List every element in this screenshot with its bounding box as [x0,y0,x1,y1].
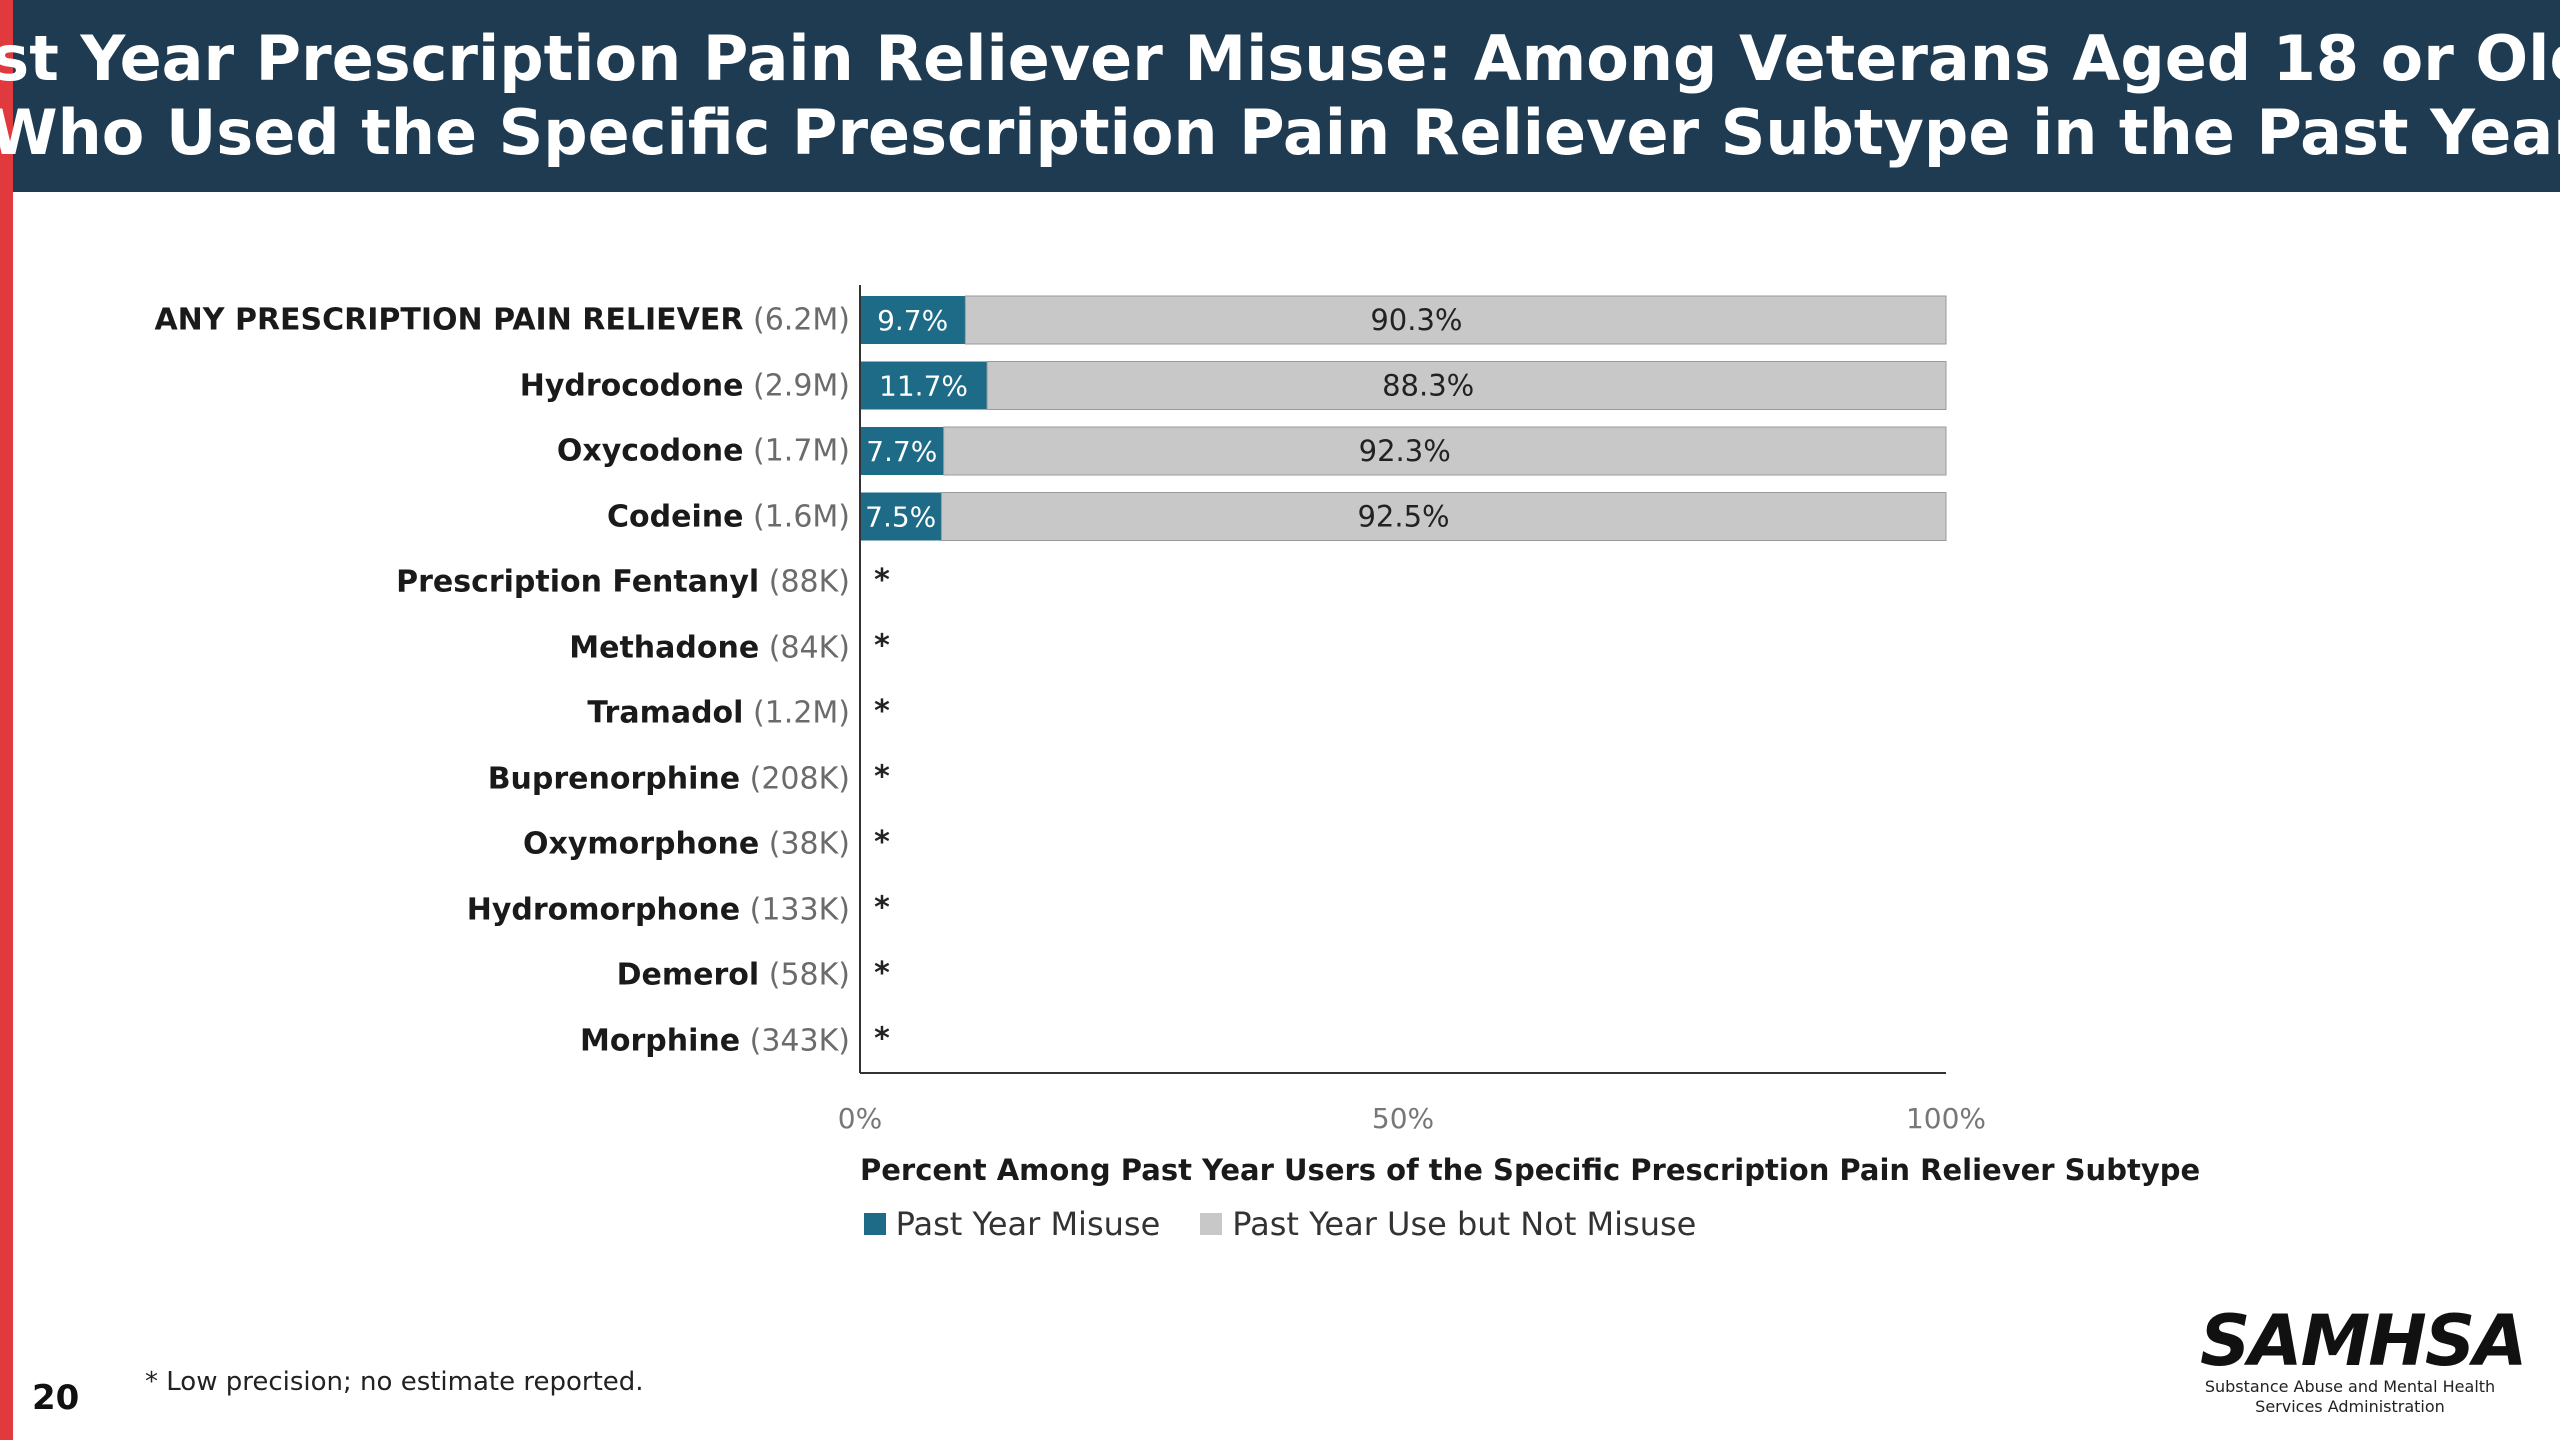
category-sample-size: (133K) [740,892,850,927]
category-name: Buprenorphine [487,761,741,796]
category-label: Buprenorphine (208K) [488,761,850,796]
category-sample-size: (1.6M) [743,499,850,534]
legend: Past Year Misuse Past Year Use but Not M… [0,1205,2560,1243]
bar-not-misuse [986,361,1947,410]
no-estimate-marker: * [874,760,890,795]
no-estimate-marker: * [874,563,890,598]
logo-wordmark: SAMHSA [2200,1300,2527,1382]
category-label: Hydrocodone (2.9M) [520,368,850,403]
data-label-misuse: 11.7% [879,370,968,403]
category-label: Morphine (343K) [580,1023,850,1058]
bar-misuse [860,492,942,541]
page-number: 20 [32,1378,80,1418]
title-line-2: Who Used the Specific Prescription Pain … [0,96,2560,169]
category-name: Oxymorphone [522,826,760,862]
data-label-misuse: 9.7% [877,304,948,337]
no-estimate-marker: * [874,629,890,664]
category-name: Oxycodone [556,433,744,469]
legend-item-not-misuse: Past Year Use but Not Misuse [1200,1205,1696,1243]
bar-misuse [860,427,944,475]
bar-not-misuse [943,426,1947,476]
left-accent-bar [0,0,13,1440]
category-sample-size: (88K) [759,564,850,600]
no-estimate-marker: * [874,891,890,926]
category-label: Hydromorphone (133K) [467,892,850,927]
category-name: Tramadol [587,695,744,731]
category-sample-size: (1.2M) [743,695,850,731]
no-estimate-marker: * [874,694,890,729]
category-name: Hydromorphone [466,892,741,927]
category-sample-size: (58K) [759,957,850,993]
category-sample-size: (84K) [759,630,850,665]
footnote: * Low precision; no estimate reported. [145,1367,644,1397]
bar-not-misuse [964,295,1947,345]
x-tick-label: 100% [1906,1102,1986,1135]
legend-swatch-not-misuse [1200,1213,1223,1235]
legend-swatch-misuse [863,1213,886,1235]
data-label-not-misuse: 88.3% [1382,369,1474,403]
category-name: Codeine [607,499,744,534]
category-label: Oxymorphone (38K) [523,827,850,862]
category-sample-size: (6.2M) [743,302,850,338]
bar-misuse [860,296,966,344]
category-label: Codeine (1.6M) [607,499,850,534]
data-label-not-misuse: 92.3% [1359,434,1451,468]
data-label-not-misuse: 90.3% [1370,303,1462,337]
x-axis-title: Percent Among Past Year Users of the Spe… [860,1153,2201,1187]
category-label: Tramadol (1.2M) [587,696,850,731]
category-name: ANY PRESCRIPTION PAIN RELIEVER [154,302,744,338]
legend-item-misuse: Past Year Misuse [863,1205,1161,1243]
legend-label-not-misuse: Past Year Use but Not Misuse [1232,1205,1697,1243]
no-estimate-marker: * [874,1022,890,1057]
category-name: Demerol [616,957,760,993]
title-line-1: Past Year Prescription Pain Reliever Mis… [0,22,2560,95]
no-estimate-marker: * [874,956,890,991]
category-sample-size: (38K) [759,826,850,862]
category-label: ANY PRESCRIPTION PAIN RELIEVER (6.2M) [154,303,850,338]
category-label: Prescription Fentanyl (88K) [396,565,850,600]
category-name: Hydrocodone [519,368,744,403]
data-label-misuse: 7.5% [865,501,936,534]
title-banner: Past Year Prescription Pain Reliever Mis… [0,0,2560,192]
no-estimate-marker: * [874,825,890,860]
category-sample-size: (1.7M) [743,433,850,469]
category-label: Demerol (58K) [617,958,850,993]
x-tick-label: 0% [838,1102,882,1135]
category-label: Oxycodone (1.7M) [557,434,850,469]
category-name: Morphine [580,1023,741,1058]
category-sample-size: (343K) [740,1023,850,1058]
x-tick-label: 50% [1372,1102,1434,1135]
category-sample-size: (208K) [740,761,850,796]
data-label-not-misuse: 92.5% [1357,500,1449,534]
bar-misuse [860,361,988,410]
logo-subtitle-2: Services Administration [2255,1397,2445,1416]
samhsa-logo: SAMHSA Substance Abuse and Mental Health… [2200,1300,2527,1417]
logo-subtitle-1: Substance Abuse and Mental Health [2204,1377,2496,1396]
category-name: Prescription Fentanyl [396,564,760,600]
category-label: Methadone (84K) [569,630,850,665]
data-label-misuse: 7.7% [866,435,937,468]
legend-label-misuse: Past Year Misuse [895,1205,1161,1243]
bar-not-misuse [940,492,1947,541]
category-sample-size: (2.9M) [743,368,850,403]
category-name: Methadone [569,630,760,665]
